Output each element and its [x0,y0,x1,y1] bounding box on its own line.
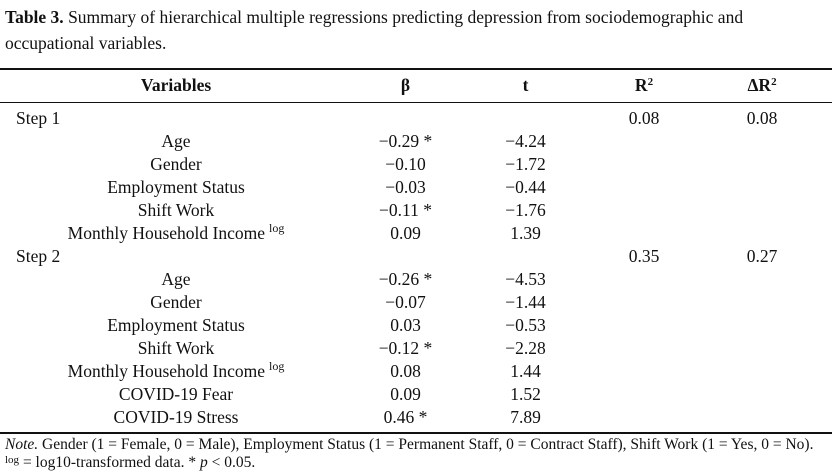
caption-text: Summary of hierarchical multiple regress… [5,7,744,53]
header-beta: β [400,75,411,95]
table-row: COVID-19 Stress 0.46 * 7.89 [0,406,832,429]
variable-cell: Monthly Household Income log [0,221,352,245]
table-caption: Table 3. Summary of hierarchical multipl… [5,4,827,56]
variable-superscript: log [269,359,285,373]
t-cell: −4.24 [505,131,546,151]
variable-name: Gender [150,154,202,174]
header-delta-r2: ΔR2 [716,73,808,97]
variable-cell: COVID-19 Stress [0,406,352,429]
table-note: Note. Gender (1 = Female, 0 = Male), Emp… [5,436,827,472]
step-label: Step 2 [16,246,61,266]
t-cell: −2.28 [505,338,546,358]
beta-cell: 0.46 * [383,407,428,427]
beta-cell: −0.11 * [379,200,432,220]
table-row: Age −0.26 * −4.53 [0,268,832,291]
variable-cell: Gender [0,291,352,314]
beta-cell: 0.09 [390,223,421,243]
top-rule [0,68,832,70]
variable-cell: Monthly Household Income log [0,359,352,383]
table-row: Gender −0.07 −1.44 [0,291,832,314]
table-row: Employment Status −0.03 −0.44 [0,176,832,199]
table-row: Shift Work −0.11 * −1.76 [0,199,832,222]
variable-name: Monthly Household Income [67,223,265,243]
note-sup: log [5,454,20,466]
header-r2: R2 [598,73,690,97]
note-text-3: < 0.05. [207,454,256,471]
beta-cell: −0.12 * [378,338,433,358]
beta-cell: 0.03 [390,315,421,335]
variable-name: Employment Status [107,177,245,197]
beta-cell: −0.10 [385,154,426,174]
variable-cell: Age [0,130,352,153]
header-dr2-base: ΔR [747,75,772,95]
beta-cell: 0.08 [390,361,421,381]
t-cell: −4.53 [505,269,546,289]
beta-cell: −0.26 * [378,269,433,289]
header-r2-base: R [634,75,648,95]
beta-cell: −0.03 [385,177,426,197]
table-row: COVID-19 Fear 0.09 1.52 [0,383,832,406]
variable-name: Age [161,131,191,151]
variable-name: COVID-19 Fear [118,384,234,404]
header-variables: Variables [140,75,212,95]
caption-label: Table 3. [5,7,64,27]
t-cell: −0.53 [505,315,546,335]
step-delta-r2: 0.08 [746,108,778,128]
table-row: Age −0.29 * −4.24 [0,130,832,153]
variable-cell: Age [0,268,352,291]
t-cell: 1.39 [510,223,541,243]
bottom-rule [0,432,832,434]
variable-name: Shift Work [137,200,215,220]
note-text-1: Gender (1 = Female, 0 = Male), Employmen… [38,436,814,453]
variable-name: Employment Status [107,315,245,335]
table-row: Monthly Household Income log 0.09 1.39 [0,221,832,245]
table-row: Monthly Household Income log 0.08 1.44 [0,359,832,383]
t-cell: −1.76 [505,200,546,220]
header-dr2-sup: 2 [771,76,777,88]
beta-cell: −0.07 [385,292,426,312]
variable-name: Age [161,269,191,289]
variable-cell: Shift Work [0,199,352,222]
note-p: p [199,454,208,471]
t-cell: −1.44 [505,292,546,312]
header-t: t [522,75,529,95]
header-r2-sup: 2 [647,76,654,88]
step-label: Step 1 [16,108,61,128]
table-row: Shift Work −0.12 * −2.28 [0,337,832,360]
note-text-2: = log10-transformed data. * [19,454,200,471]
variable-cell: Employment Status [0,176,352,199]
t-cell: −1.72 [505,154,546,174]
t-cell: 7.89 [510,407,541,427]
variable-cell: Employment Status [0,314,352,337]
step-delta-r2: 0.27 [746,246,778,266]
variable-cell: COVID-19 Fear [0,383,352,406]
t-cell: 1.52 [510,384,541,404]
variable-superscript: log [269,221,285,235]
variable-name: Monthly Household Income [67,361,265,381]
variable-cell: Gender [0,153,352,176]
header-rule [0,102,832,103]
step-row: Step 2 0.35 0.27 [0,245,832,268]
variable-name: Shift Work [137,338,215,358]
variable-name: Gender [150,292,202,312]
beta-cell: 0.09 [390,384,421,404]
table-row: Gender −0.10 −1.72 [0,153,832,176]
t-cell: 1.44 [510,361,541,381]
t-cell: −0.44 [505,177,546,197]
step-r2: 0.35 [628,246,660,266]
variable-cell: Shift Work [0,337,352,360]
table-row: Employment Status 0.03 −0.53 [0,314,832,337]
step-r2: 0.08 [628,108,660,128]
variable-name: COVID-19 Stress [113,407,239,427]
beta-cell: −0.29 * [378,131,433,151]
note-label: Note. [5,436,39,453]
step-row: Step 1 0.08 0.08 [0,107,832,130]
